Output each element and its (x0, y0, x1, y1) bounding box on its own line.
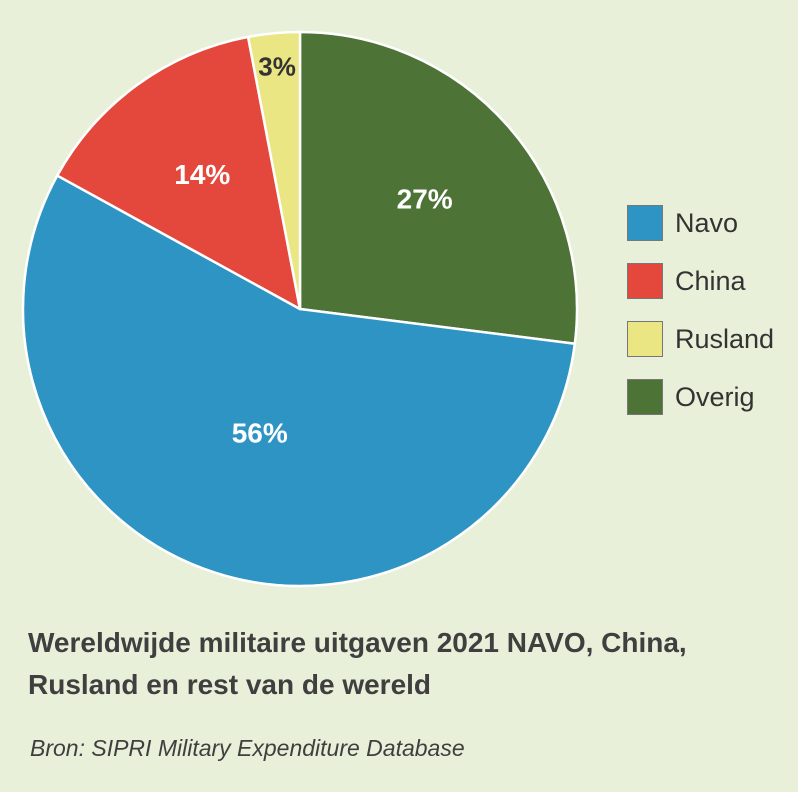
legend-label-rusland: Rusland (675, 323, 775, 354)
chart-source: Bron: SIPRI Military Expenditure Databas… (30, 735, 465, 761)
pie-chart: 27% 56% 14% 3% (21, 30, 579, 588)
legend-label-navo: Navo (675, 207, 739, 238)
legend-swatch-rusland (627, 321, 663, 357)
pie-label-navo: 56% (232, 417, 288, 448)
legend-label-overig: Overig (675, 381, 755, 412)
legend-item-china: China (627, 262, 797, 300)
chart-title: Wereldwijde militaire uitgaven 2021 NAVO… (28, 627, 687, 700)
pie-label-china: 14% (174, 159, 230, 190)
legend-swatch-china (627, 263, 663, 299)
legend-swatch-overig (627, 379, 663, 415)
legend: Navo China Rusland Overig (627, 204, 797, 436)
legend-item-navo: Navo (627, 204, 797, 242)
pie-outline (22, 31, 578, 587)
legend-label-china: China (675, 265, 746, 296)
pie-label-rusland: 3% (258, 51, 296, 81)
legend-item-overig: Overig (627, 378, 797, 416)
legend-item-rusland: Rusland (627, 320, 797, 358)
legend-swatch-navo (627, 205, 663, 241)
pie-label-overig: 27% (397, 184, 453, 215)
